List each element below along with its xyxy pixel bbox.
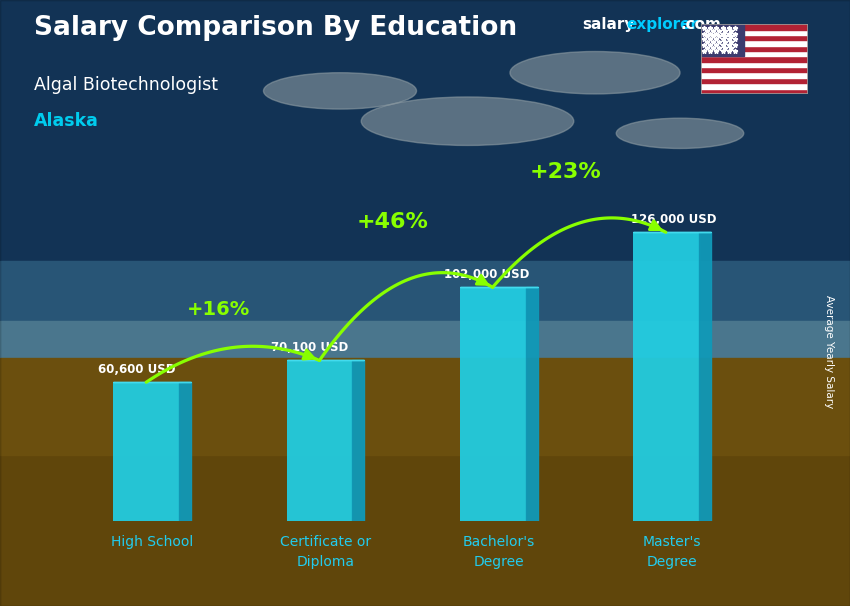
Ellipse shape bbox=[264, 73, 416, 109]
Polygon shape bbox=[525, 287, 538, 521]
Text: 126,000 USD: 126,000 USD bbox=[632, 213, 717, 226]
Bar bbox=[286, 361, 353, 521]
Text: Average Yearly Salary: Average Yearly Salary bbox=[824, 295, 834, 408]
Bar bbox=[701, 56, 808, 62]
Bar bbox=[701, 30, 808, 35]
Text: Alaska: Alaska bbox=[34, 112, 99, 130]
Bar bbox=[701, 45, 808, 51]
Text: Algal Biotechnologist: Algal Biotechnologist bbox=[34, 76, 218, 94]
Bar bbox=[701, 62, 808, 67]
Bar bbox=[0, 358, 850, 454]
Text: 70,100 USD: 70,100 USD bbox=[271, 341, 348, 354]
Bar bbox=[701, 35, 808, 41]
Bar bbox=[701, 73, 808, 78]
Bar bbox=[701, 67, 808, 73]
Bar bbox=[701, 83, 808, 88]
Ellipse shape bbox=[616, 118, 744, 148]
Bar bbox=[460, 287, 525, 521]
Bar bbox=[701, 78, 808, 83]
Bar bbox=[701, 24, 744, 56]
Text: Salary Comparison By Education: Salary Comparison By Education bbox=[34, 15, 517, 41]
Polygon shape bbox=[699, 232, 711, 521]
Text: +46%: +46% bbox=[356, 212, 428, 232]
Bar bbox=[0, 0, 850, 273]
Bar bbox=[701, 88, 808, 94]
Text: .com: .com bbox=[681, 17, 722, 32]
Text: 60,600 USD: 60,600 USD bbox=[98, 363, 175, 376]
Bar bbox=[633, 232, 699, 521]
Bar bbox=[701, 41, 808, 45]
Text: 102,000 USD: 102,000 USD bbox=[445, 268, 530, 281]
Text: explorer: explorer bbox=[626, 17, 699, 32]
Bar bbox=[701, 24, 808, 30]
Bar bbox=[0, 364, 850, 606]
Text: +16%: +16% bbox=[187, 300, 251, 319]
Text: +23%: +23% bbox=[530, 162, 601, 182]
Polygon shape bbox=[353, 361, 365, 521]
Polygon shape bbox=[179, 382, 191, 521]
Ellipse shape bbox=[510, 52, 680, 94]
Ellipse shape bbox=[361, 97, 574, 145]
Bar bbox=[0, 321, 850, 376]
Bar bbox=[701, 51, 808, 56]
Bar bbox=[113, 382, 179, 521]
Text: salary: salary bbox=[582, 17, 635, 32]
Bar bbox=[0, 261, 850, 333]
